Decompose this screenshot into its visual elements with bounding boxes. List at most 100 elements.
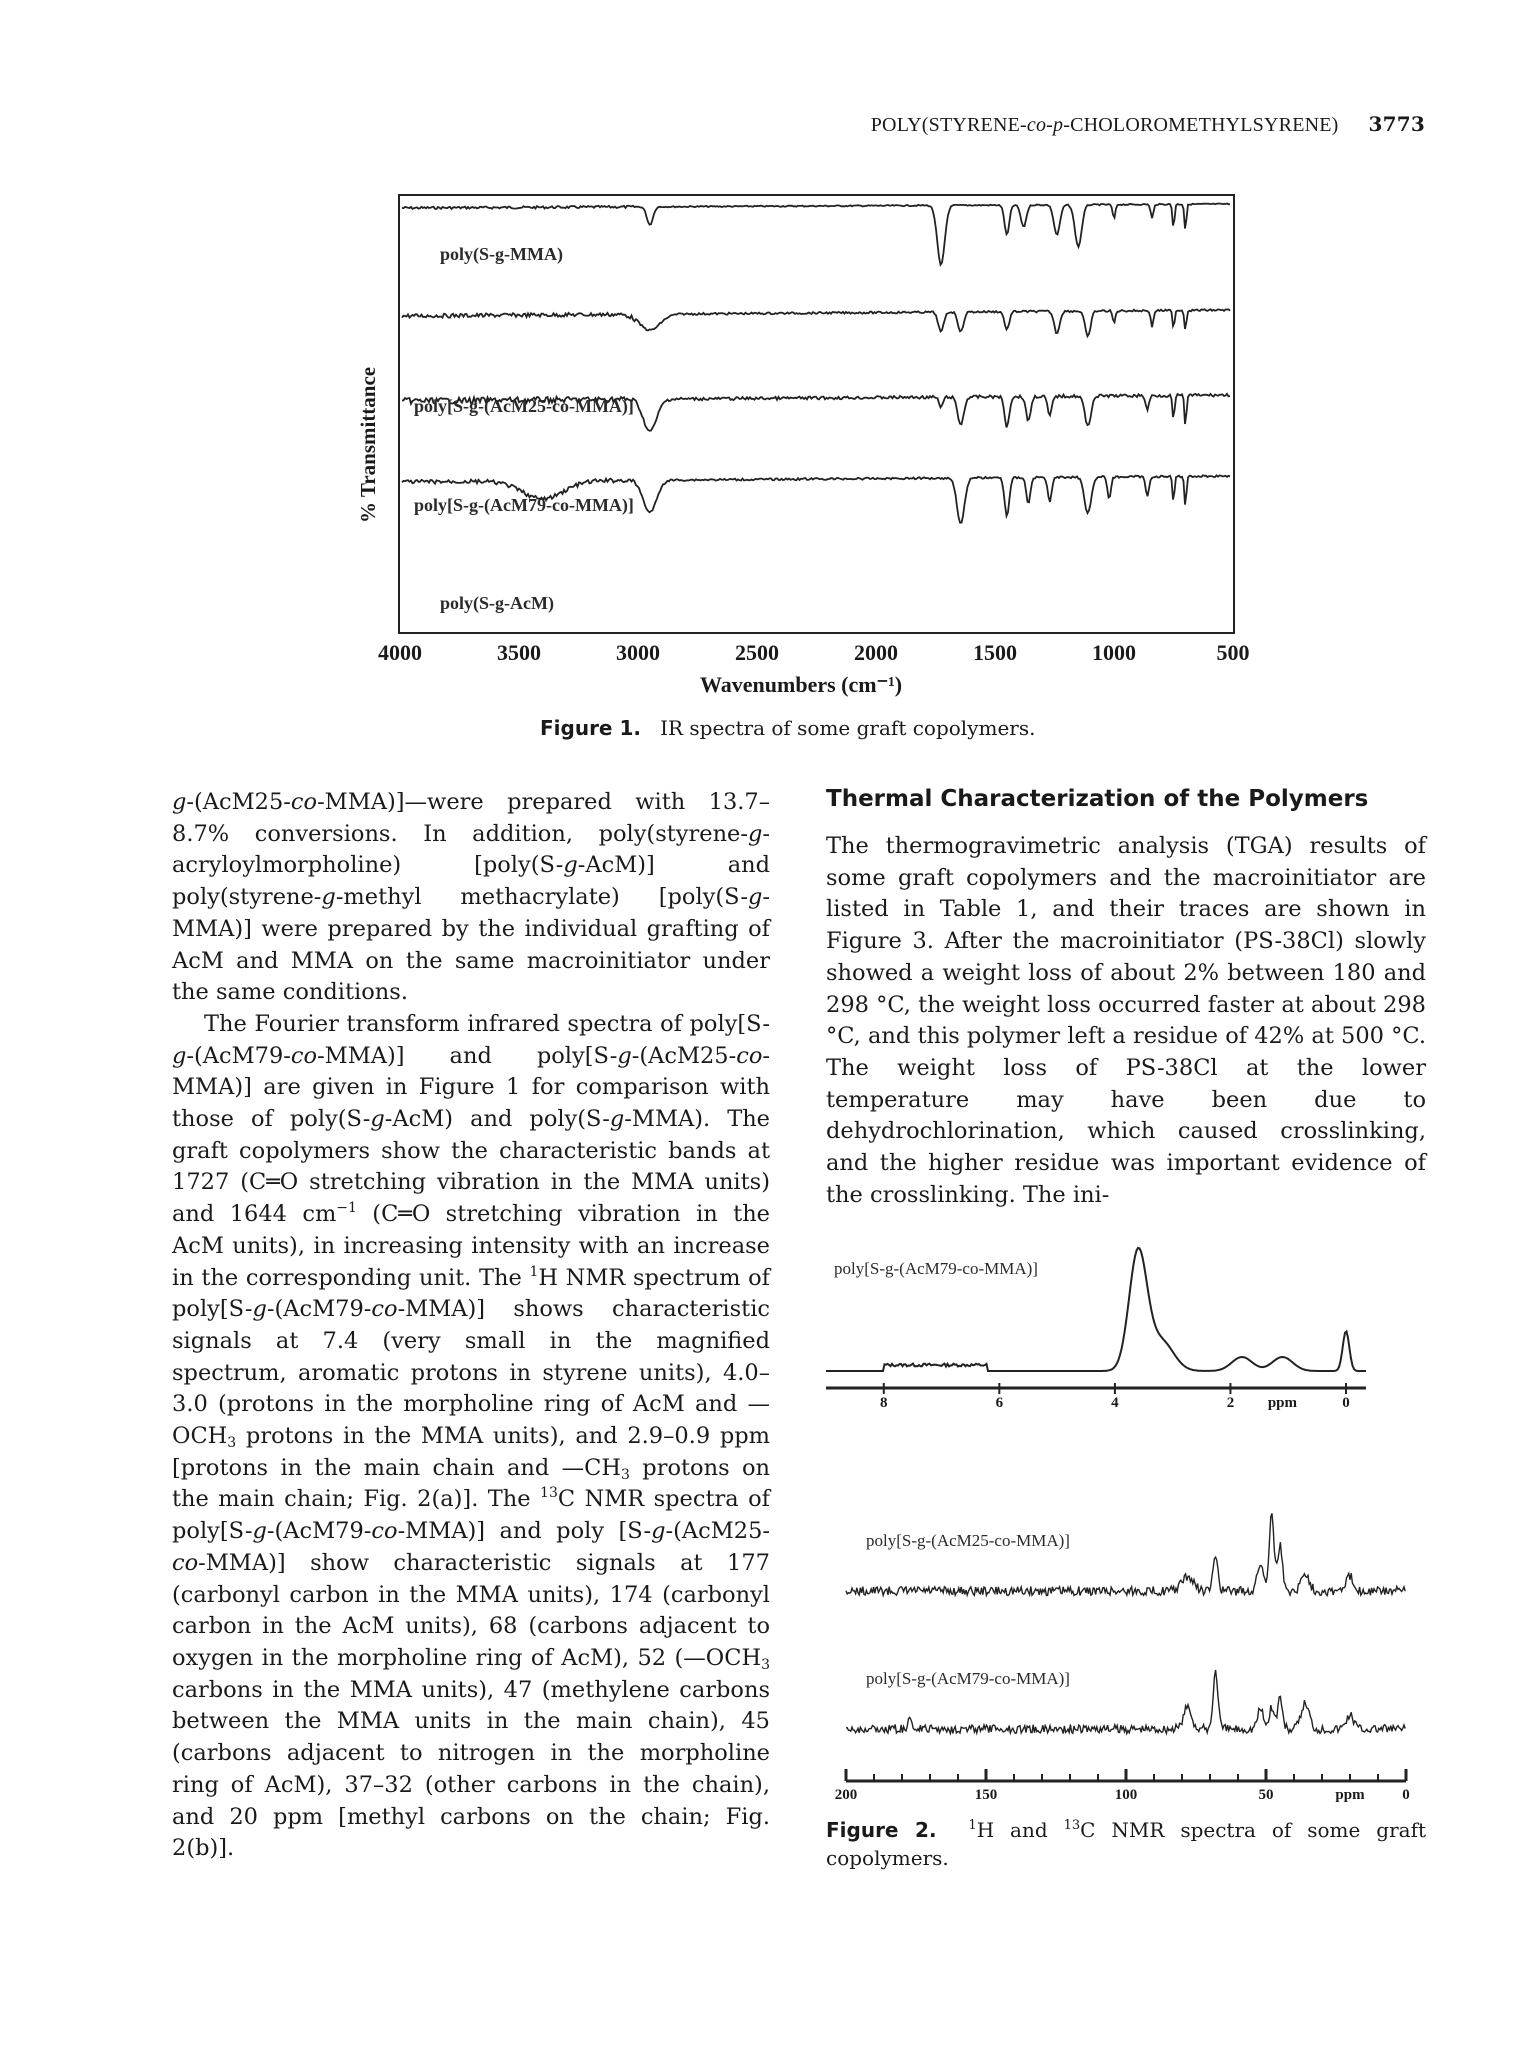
text-run: g xyxy=(252,1296,267,1323)
running-header: POLY(STYRENE-co-p-CHOLOROMETHYLSYRENE) 37… xyxy=(800,112,1425,137)
figure-2: 8 6 4 2 0 ppm poly[S-g-(AcM79-co-MMA)] poly[S-g… xyxy=(826,1113,1428,1803)
ir-x-tick-label: 2500 xyxy=(735,640,779,665)
text-run: co xyxy=(172,1549,199,1576)
text-run: g xyxy=(747,884,763,911)
text-run: -(AcM25- xyxy=(631,1042,737,1069)
fig1-plot-frame xyxy=(398,194,1235,634)
left-column: g-(AcM25-co-MMA)]—were prepared with 13.… xyxy=(172,787,770,1865)
text-run: -AcM) and poly(S- xyxy=(384,1106,610,1133)
nmr-13c-series-label-2: poly[S-g-(AcM79-co-MMA)] xyxy=(866,1669,1070,1688)
text-run: g xyxy=(172,1042,187,1069)
text-run: g xyxy=(172,789,187,815)
nmr-1h-tick-label: 4 xyxy=(1111,1395,1119,1411)
ir-series-label: poly(S-g-MMA) xyxy=(440,244,563,264)
text-run: -AcM)] and poly(styrene- xyxy=(172,852,770,911)
ir-series-line xyxy=(401,308,1231,339)
text-run: g xyxy=(370,1106,385,1133)
fig1-x-axis-label: Wavenumbers (cm⁻¹) xyxy=(700,672,903,697)
ir-x-tick-label: 500 xyxy=(1216,640,1250,665)
text-run: -(AcM25- xyxy=(186,789,291,815)
fig2-plot xyxy=(826,1246,1408,1783)
section-heading: Thermal Characterization of the Polymers xyxy=(826,786,1369,812)
nmr-1h-tick-label: 2 xyxy=(1226,1395,1235,1411)
nmr-13c-tick-label: 200 xyxy=(834,1787,858,1803)
right-column: The thermogravimetric analysis (TGA) res… xyxy=(826,831,1426,1211)
text-run: g xyxy=(609,1106,625,1133)
nmr-13c-tick-label: 0 xyxy=(1402,1787,1410,1803)
text-run: -MMA)]—were prepared with 13.7–8.7% conv… xyxy=(172,789,770,847)
text-run: 3 xyxy=(227,1435,237,1452)
text-run: 13 xyxy=(540,1485,558,1502)
text-run: 1 xyxy=(529,1263,539,1280)
text-run: -MMA)] and poly [S- xyxy=(397,1518,652,1545)
text-run: -MMA)] were prepared by the individual g… xyxy=(172,884,770,1006)
text-run: -(AcM25- xyxy=(665,1518,770,1545)
text-run: -(AcM79- xyxy=(266,1296,372,1323)
ir-x-tick-label: 1000 xyxy=(1092,640,1136,665)
text-run: -MMA)] show characteristic signals at 17… xyxy=(172,1549,770,1671)
text-run: protons on the main chain; Fig. 2(a)]. T… xyxy=(172,1454,770,1513)
text-run: co xyxy=(736,1042,763,1069)
running-title: POLY(STYRENE-co-p-CHOLOROMETHYLSYRENE) xyxy=(870,114,1339,136)
figure-2-caption: Figure 2. 1H and 13C NMR spectra of some… xyxy=(826,1818,1427,1870)
text-run: -MMA)] are given in Figure 1 for compari… xyxy=(172,1042,770,1133)
text-run: co xyxy=(290,789,318,815)
text-run: -MMA)] shows characteristic signals at 7… xyxy=(172,1296,770,1450)
text-run: carbons in the MMA units), 47 (methylene… xyxy=(172,1676,770,1862)
nmr-1h-series-label: poly[S-g-(AcM79-co-MMA)] xyxy=(834,1259,1038,1278)
nmr-13c-axis-unit: ppm xyxy=(1335,1787,1365,1803)
ir-series-line xyxy=(401,474,1231,524)
text-run: The thermogravimetric analysis (TGA) res… xyxy=(826,833,1426,1208)
text-run: -acryloylmorpholine) [poly(S- xyxy=(172,820,770,879)
ir-x-tick-label: 3500 xyxy=(497,640,541,665)
ir-series-label: poly[S-g-(AcM79-co-MMA)] xyxy=(414,495,634,515)
nmr-13c-tick-label: 50 xyxy=(1258,1787,1274,1803)
text-run: g xyxy=(651,1518,666,1545)
nmr-1h-axis-unit: ppm xyxy=(1267,1395,1298,1411)
fig1-plot xyxy=(401,202,1231,524)
paragraph-1: g-(AcM25-co-MMA)]—were prepared with 13.… xyxy=(172,787,770,1009)
text-run: H NMR spectrum of poly[S- xyxy=(172,1264,771,1323)
nmr-series-line xyxy=(826,1246,1366,1372)
text-run: C NMR spectra of poly[S- xyxy=(172,1486,770,1545)
nmr-13c-series-label-1: poly[S-g-(AcM25-co-MMA)] xyxy=(866,1531,1070,1550)
nmr-1h-tick-label: 8 xyxy=(880,1395,888,1411)
text-run: -methyl methacrylate) [poly(S- xyxy=(335,884,748,911)
ir-series-label: poly(S-g-AcM) xyxy=(440,593,554,613)
ir-x-tick-label: 1500 xyxy=(973,640,1017,665)
nmr-1h-tick-label: 0 xyxy=(1342,1395,1350,1411)
text-run: g xyxy=(563,852,578,879)
page-number: 3773 xyxy=(1368,112,1425,136)
figure-1-caption: Figure 1. IR spectra of some graft copol… xyxy=(540,716,1036,740)
text-run: 3 xyxy=(761,1656,770,1673)
ir-x-tick-label: 3000 xyxy=(616,640,660,665)
text-run: g xyxy=(252,1518,267,1545)
text-run: g xyxy=(321,884,336,911)
text-run: 3 xyxy=(621,1466,630,1483)
paragraph-3: The thermogravimetric analysis (TGA) res… xyxy=(826,831,1426,1211)
ir-series-label: poly[S-g-(AcM25-co-MMA)] xyxy=(414,396,634,416)
ir-series-line xyxy=(401,392,1231,432)
text-run: -(AcM79- xyxy=(266,1518,372,1545)
nmr-13c-tick-label: 150 xyxy=(974,1787,998,1803)
ir-x-tick-label: 4000 xyxy=(378,640,422,665)
text-run: g xyxy=(617,1042,632,1069)
text-run: co xyxy=(290,1042,318,1069)
text-run: -(AcM79- xyxy=(186,1042,291,1069)
paragraph-2: The Fourier transform infrared spectra o… xyxy=(172,1009,770,1865)
text-run: -MMA). The graft copolymers show the cha… xyxy=(172,1106,771,1228)
text-run: co xyxy=(371,1518,398,1545)
text-run: (C═O stretching vibration in the AcM uni… xyxy=(172,1201,771,1291)
fig1-y-axis-label: % Transmittance xyxy=(356,366,380,523)
text-run: co xyxy=(371,1296,398,1323)
ir-series-line xyxy=(401,202,1231,267)
text-run: -MMA)] and poly[S- xyxy=(317,1042,618,1069)
text-run: The Fourier transform infrared spectra o… xyxy=(204,1010,770,1037)
text-run: g xyxy=(747,820,763,847)
ir-x-tick-label: 2000 xyxy=(854,640,898,665)
nmr-series-line xyxy=(845,1669,1406,1736)
text-run: protons in the MMA units), and 2.9–0.9 p… xyxy=(172,1423,770,1481)
text-run: −1 xyxy=(336,1200,357,1217)
nmr-13c-tick-label: 100 xyxy=(1114,1787,1138,1803)
nmr-series-line xyxy=(845,1513,1406,1599)
